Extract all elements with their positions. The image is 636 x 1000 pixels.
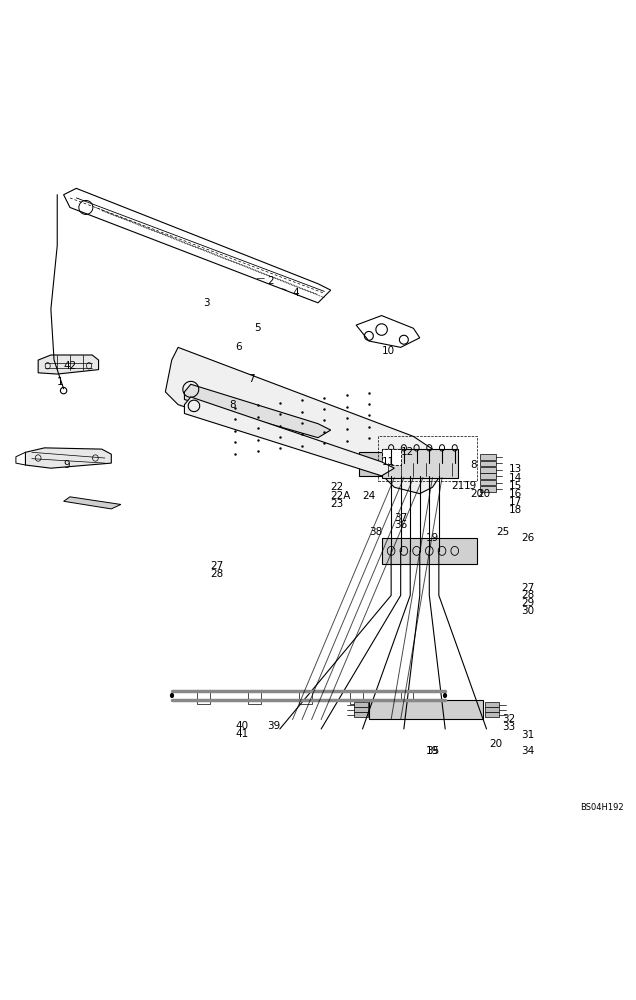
Text: 23: 23 xyxy=(331,499,344,509)
Text: 17: 17 xyxy=(509,497,522,507)
Text: 2: 2 xyxy=(267,276,273,286)
Text: 19: 19 xyxy=(426,533,439,543)
Text: 19: 19 xyxy=(426,746,439,756)
Text: 11: 11 xyxy=(382,457,395,467)
FancyBboxPatch shape xyxy=(401,690,413,704)
Text: 35: 35 xyxy=(426,746,439,756)
Text: 42: 42 xyxy=(64,361,77,371)
Text: 33: 33 xyxy=(502,722,516,732)
Polygon shape xyxy=(184,384,331,438)
Text: 7: 7 xyxy=(248,374,254,384)
Text: 30: 30 xyxy=(522,606,535,616)
Text: 9: 9 xyxy=(64,460,70,470)
Text: 5: 5 xyxy=(254,323,261,333)
FancyBboxPatch shape xyxy=(299,690,312,704)
Text: 22: 22 xyxy=(331,482,344,492)
FancyBboxPatch shape xyxy=(485,712,499,717)
Text: 14: 14 xyxy=(509,473,522,483)
Text: 24: 24 xyxy=(363,491,376,501)
FancyBboxPatch shape xyxy=(480,473,496,479)
Text: 34: 34 xyxy=(522,746,535,756)
Text: 31: 31 xyxy=(522,730,535,740)
FancyBboxPatch shape xyxy=(382,449,401,465)
FancyBboxPatch shape xyxy=(382,449,458,478)
Text: 39: 39 xyxy=(267,721,280,731)
FancyBboxPatch shape xyxy=(480,461,496,466)
FancyBboxPatch shape xyxy=(480,467,496,473)
Polygon shape xyxy=(165,347,445,494)
Text: 4: 4 xyxy=(293,288,299,298)
Text: 6: 6 xyxy=(235,342,242,352)
Polygon shape xyxy=(38,355,99,374)
Text: 41: 41 xyxy=(235,729,249,739)
FancyBboxPatch shape xyxy=(197,690,210,704)
Text: 32: 32 xyxy=(502,714,516,724)
Text: 15: 15 xyxy=(509,481,522,491)
Polygon shape xyxy=(184,397,394,476)
Text: 36: 36 xyxy=(394,520,408,530)
Text: 40: 40 xyxy=(235,721,249,731)
Text: 28: 28 xyxy=(522,590,535,600)
FancyBboxPatch shape xyxy=(485,707,499,712)
Text: 13: 13 xyxy=(509,464,522,474)
Text: 8: 8 xyxy=(471,460,477,470)
Text: BS04H192: BS04H192 xyxy=(579,803,623,812)
Polygon shape xyxy=(64,188,331,303)
Text: 29: 29 xyxy=(522,598,535,608)
Text: 3: 3 xyxy=(204,298,210,308)
FancyBboxPatch shape xyxy=(248,690,261,704)
Text: 27: 27 xyxy=(522,583,535,593)
Text: 20: 20 xyxy=(471,489,484,499)
FancyBboxPatch shape xyxy=(369,700,483,719)
Polygon shape xyxy=(356,316,420,347)
Text: 26: 26 xyxy=(522,533,535,543)
FancyBboxPatch shape xyxy=(480,454,496,460)
FancyBboxPatch shape xyxy=(354,707,368,712)
Text: 20: 20 xyxy=(477,489,490,499)
Text: 22A: 22A xyxy=(331,491,351,501)
FancyBboxPatch shape xyxy=(350,690,363,704)
FancyBboxPatch shape xyxy=(354,712,368,717)
Text: 19: 19 xyxy=(464,481,478,491)
FancyBboxPatch shape xyxy=(359,452,382,476)
Text: 21: 21 xyxy=(452,481,465,491)
Text: 37: 37 xyxy=(394,513,408,523)
FancyBboxPatch shape xyxy=(480,486,496,492)
Text: 20: 20 xyxy=(490,739,503,749)
Text: 28: 28 xyxy=(210,569,223,579)
FancyBboxPatch shape xyxy=(485,702,499,707)
Text: 38: 38 xyxy=(369,527,382,537)
Text: 8: 8 xyxy=(229,400,235,410)
FancyBboxPatch shape xyxy=(354,702,368,707)
Polygon shape xyxy=(64,497,121,509)
Text: 1: 1 xyxy=(57,377,64,387)
Text: 12: 12 xyxy=(401,447,414,457)
Text: 27: 27 xyxy=(210,561,223,571)
FancyBboxPatch shape xyxy=(382,538,477,564)
FancyBboxPatch shape xyxy=(480,480,496,485)
Text: 16: 16 xyxy=(509,489,522,499)
Text: 25: 25 xyxy=(496,527,509,537)
Text: 10: 10 xyxy=(382,346,395,356)
Text: 18: 18 xyxy=(509,505,522,515)
Polygon shape xyxy=(25,448,111,468)
